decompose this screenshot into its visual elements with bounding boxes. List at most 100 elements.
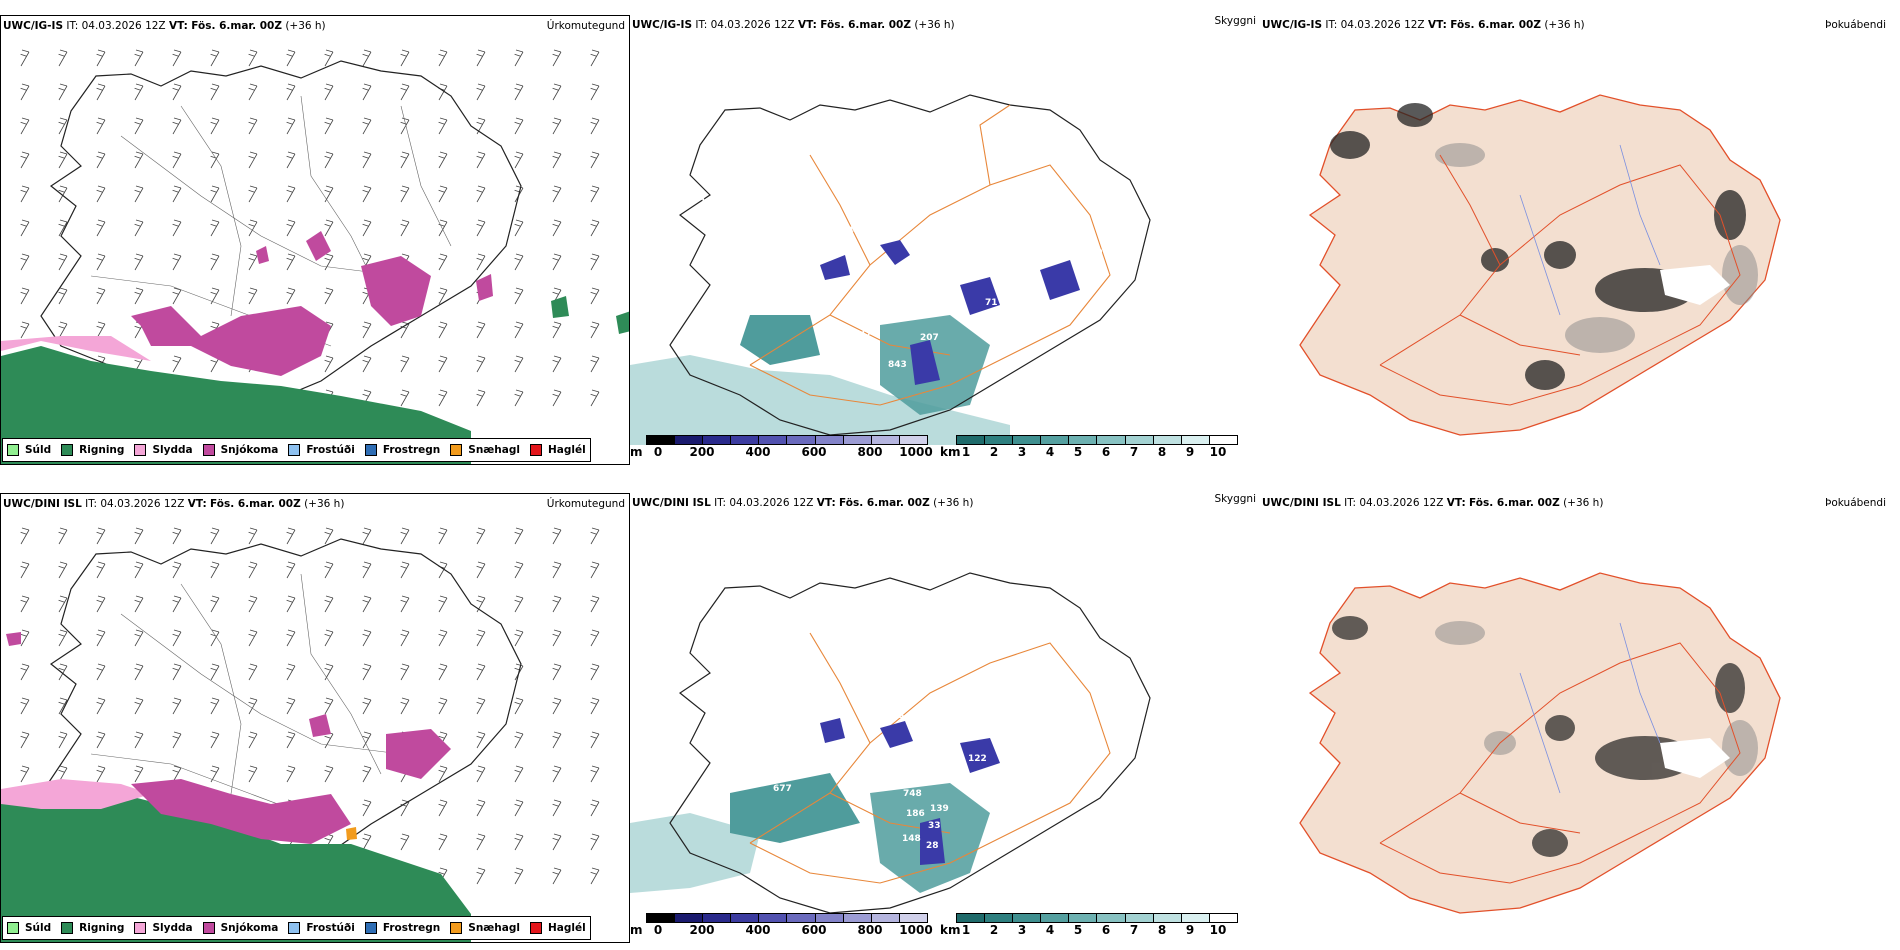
visibility-tick: 4 bbox=[1045, 445, 1055, 459]
precip-legend: Súld Rigning Slydda Snjókoma Frostúði Frostre… bbox=[2, 916, 591, 940]
sleet-area bbox=[1, 336, 151, 361]
cloud-base-label: 11 bbox=[730, 176, 743, 186]
legend-item-snjókoma: Snjókoma bbox=[202, 444, 278, 456]
visibility-map: 88 114 59 312 188 123 84 173 71 910 112 170 207 171 84… bbox=[630, 94, 1151, 445]
cloud-base-label: 33 bbox=[928, 821, 941, 831]
iceland-coastline bbox=[40, 538, 522, 890]
legend-item-frostregn: Frostregn bbox=[364, 444, 440, 456]
legend-swatch bbox=[134, 444, 147, 456]
legend-swatch bbox=[529, 922, 542, 934]
legend-swatch bbox=[450, 444, 463, 456]
ceiling-colorbar: m 0 200 400 600 800 1000 bbox=[630, 913, 940, 943]
fog-index-panel-row2: UWC/DINI ISL IT: 04.03.2026 12Z VT: Fös.… bbox=[1260, 493, 1890, 943]
panel-name: Úrkomutegund bbox=[546, 498, 625, 510]
iceland-landmass bbox=[1299, 94, 1781, 436]
legend-swatch bbox=[61, 444, 74, 456]
visibility-tick: 6 bbox=[1101, 445, 1111, 459]
legend-item-slydda: Slydda bbox=[134, 444, 193, 456]
visibility-tick: 8 bbox=[1157, 923, 1167, 937]
fog-map bbox=[1299, 94, 1781, 436]
panel-name: Skyggni bbox=[1214, 15, 1257, 27]
legend-item-súld: Súld bbox=[7, 444, 51, 456]
visibility-tick: 9 bbox=[1185, 445, 1195, 459]
legend-item-rigning: Rigning bbox=[61, 922, 124, 934]
visibility-tick: 7 bbox=[1129, 923, 1139, 937]
visibility-tick: 1 bbox=[961, 445, 971, 459]
ceiling-tick: 200 bbox=[689, 445, 715, 459]
ceiling-tick: 600 bbox=[801, 445, 827, 459]
ceiling-colorbar: m 0 200 400 600 800 1000 bbox=[630, 435, 940, 465]
visibility-tick: 8 bbox=[1157, 445, 1167, 459]
snow-area bbox=[131, 779, 351, 844]
rivers bbox=[1519, 144, 1661, 316]
visibility-tick: 5 bbox=[1073, 445, 1083, 459]
legend-item-snjókoma: Snjókoma bbox=[202, 922, 278, 934]
cloud-base-label: 677 bbox=[773, 784, 792, 794]
legend-item-frostúði: Frostúði bbox=[288, 922, 355, 934]
iceland-coastline bbox=[40, 60, 522, 412]
cloud-base-label: 84 bbox=[1050, 233, 1063, 243]
legend-item-súld: Súld bbox=[7, 922, 51, 934]
ceiling-tick: 1000 bbox=[899, 445, 933, 459]
visibility-tick: 3 bbox=[1017, 445, 1027, 459]
visibility-tick: 2 bbox=[989, 445, 999, 459]
visibility-panel-row1: UWC/IG-IS IT: 04.03.2026 12Z VT: Fös. 6.… bbox=[630, 15, 1260, 465]
cloud-base-label: 112 bbox=[915, 305, 934, 315]
rain-area bbox=[1, 784, 471, 942]
legend-swatch bbox=[202, 922, 215, 934]
cloud-base-label: 16 bbox=[1040, 746, 1053, 756]
visibility-tick: 9 bbox=[1185, 923, 1195, 937]
panel-title: UWC/IG-IS IT: 04.03.2026 12Z VT: Fös. 6.… bbox=[3, 20, 326, 32]
cloud-base-label: 76 bbox=[880, 701, 893, 711]
panel-title: UWC/IG-IS IT: 04.03.2026 12Z VT: Fös. 6.… bbox=[1262, 19, 1585, 31]
precip-type-panel-row1: UWC/IG-IS IT: 04.03.2026 12Z VT: Fös. 6.… bbox=[0, 15, 630, 465]
ceiling-tick: 0 bbox=[653, 445, 663, 459]
cloud-base-label: 28 bbox=[926, 841, 939, 851]
cloud-base-label: 148 bbox=[902, 834, 921, 844]
visibility-tick: 2 bbox=[989, 923, 999, 937]
visibility-tick: 6 bbox=[1101, 923, 1111, 937]
iceland-coastline bbox=[669, 572, 1151, 914]
cloud-base-label: 171 bbox=[858, 353, 877, 363]
cloud-base-label: 11 bbox=[1060, 729, 1073, 739]
ceiling-tick: 600 bbox=[801, 923, 827, 937]
legend-swatch bbox=[7, 922, 19, 934]
cloud-base-label: 188 bbox=[960, 248, 979, 258]
cloud-base-label: 59 bbox=[890, 218, 903, 228]
ceiling-tick: 0 bbox=[653, 923, 663, 937]
low-cloud-areas bbox=[820, 718, 1000, 865]
cloud-base-label: 78 bbox=[1078, 726, 1091, 736]
legend-swatch bbox=[202, 444, 215, 456]
cloud-base-label: 139 bbox=[930, 804, 949, 814]
cloud-base-label: 114 bbox=[835, 226, 854, 236]
visibility-panel-row2: UWC/DINI ISL IT: 04.03.2026 12Z VT: Fös.… bbox=[630, 493, 1260, 943]
panel-name: Þokuábendi bbox=[1825, 497, 1886, 509]
rivers bbox=[1519, 622, 1661, 794]
visibility-tick: 7 bbox=[1129, 445, 1139, 459]
cloud-base-label: 37 bbox=[770, 158, 783, 168]
legend-swatch bbox=[61, 922, 74, 934]
legend-swatch bbox=[288, 444, 301, 456]
visibility-colorbar: km 1 2 3 4 5 6 7 8 9 10 bbox=[940, 913, 1250, 943]
cloud-base-label: 312 bbox=[960, 226, 979, 236]
legend-swatch bbox=[288, 922, 301, 934]
cloud-base-label: 843 bbox=[888, 360, 907, 370]
panel-name: Úrkomutegund bbox=[546, 20, 625, 32]
iceland-coastline bbox=[669, 94, 1151, 436]
sleet-area bbox=[1, 779, 151, 809]
cloud-base-label: 170 bbox=[860, 328, 879, 338]
ceiling-tick: 400 bbox=[745, 445, 771, 459]
visibility-colorbar: km 1 2 3 4 5 6 7 8 9 10 bbox=[940, 435, 1250, 465]
legend-item-snæhagl: Snæhagl bbox=[450, 922, 520, 934]
rain-area bbox=[1, 346, 471, 464]
panel-name: Þokuábendi bbox=[1825, 19, 1886, 31]
cloud-base-label: 748 bbox=[903, 789, 922, 799]
legend-swatch bbox=[364, 444, 377, 456]
cloud-base-label: 123 bbox=[990, 253, 1009, 263]
visibility-tick: 3 bbox=[1017, 923, 1027, 937]
legend-item-haglél: Haglél bbox=[529, 922, 586, 934]
legend-item-slydda: Slydda bbox=[134, 922, 193, 934]
ceiling-tick: 800 bbox=[857, 445, 883, 459]
